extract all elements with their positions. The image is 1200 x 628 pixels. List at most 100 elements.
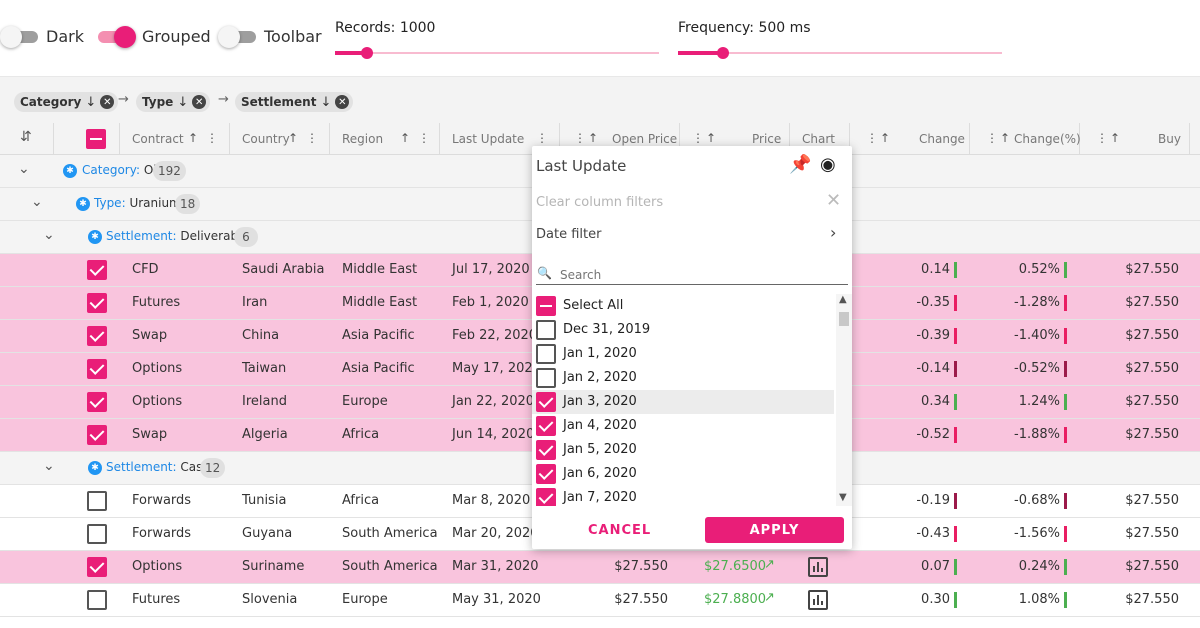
row-checkbox[interactable] bbox=[87, 425, 107, 445]
dark-toggle-knob[interactable] bbox=[0, 26, 22, 48]
frequency-slider-rail[interactable] bbox=[678, 52, 1002, 54]
row-checkbox[interactable] bbox=[87, 326, 107, 346]
collapse-all-header[interactable]: ⇵ bbox=[0, 123, 54, 155]
frequency-slider[interactable]: Frequency: 500 ms bbox=[678, 20, 1002, 59]
group-chip-category[interactable]: Category ↓ ✕ bbox=[14, 92, 119, 112]
chevron-right-icon[interactable]: › bbox=[830, 223, 837, 242]
scrollbar-thumb[interactable] bbox=[839, 312, 849, 326]
filter-list-scrollbar[interactable]: ▲ ▼ bbox=[836, 294, 852, 506]
header-change[interactable]: ⋮ ↑ Change bbox=[850, 123, 970, 155]
apply-button[interactable]: APPLY bbox=[705, 517, 844, 543]
scroll-up-icon[interactable]: ▲ bbox=[839, 294, 847, 305]
sort-up-icon[interactable]: ↑ bbox=[288, 131, 299, 145]
header-region[interactable]: Region ↑ ⋮ bbox=[330, 123, 440, 155]
toolbar-toggle-knob[interactable] bbox=[218, 26, 240, 48]
chevron-down-icon[interactable]: ⌄ bbox=[31, 194, 43, 210]
filter-item-checkbox[interactable] bbox=[536, 464, 556, 484]
sort-up-icon[interactable]: ↑ bbox=[706, 131, 717, 145]
chevron-down-icon[interactable]: ⌄ bbox=[43, 227, 55, 243]
clear-column-filters[interactable]: Clear column filters bbox=[536, 195, 664, 210]
row-checkbox[interactable] bbox=[87, 260, 107, 280]
column-menu-icon[interactable]: ⋮ bbox=[536, 131, 548, 145]
date-filter-menu-item[interactable]: Date filter bbox=[536, 227, 602, 242]
row-checkbox[interactable] bbox=[87, 359, 107, 379]
group-chip-type[interactable]: Type ↓ ✕ bbox=[136, 92, 211, 112]
row-checkbox[interactable] bbox=[87, 557, 107, 577]
table-row[interactable]: Futures Slovenia Europe May 31, 2020 $27… bbox=[0, 584, 1200, 617]
column-menu-icon[interactable]: ⋮ bbox=[866, 131, 878, 145]
sort-up-icon[interactable]: ↑ bbox=[1110, 131, 1121, 145]
column-menu-icon[interactable]: ⋮ bbox=[986, 131, 998, 145]
filter-item-checkbox[interactable] bbox=[536, 440, 556, 460]
records-slider[interactable]: Records: 1000 bbox=[335, 20, 659, 59]
column-menu-icon[interactable]: ⋮ bbox=[1096, 131, 1108, 145]
header-last-update[interactable]: Last Update ⋮ bbox=[440, 123, 560, 155]
header-contract[interactable]: Contract ↑ ⋮ bbox=[120, 123, 230, 155]
records-slider-thumb[interactable] bbox=[361, 47, 374, 59]
filter-item-checkbox[interactable] bbox=[536, 416, 556, 436]
column-menu-icon[interactable]: ⋮ bbox=[306, 131, 318, 145]
filter-item[interactable]: Jan 6, 2020 bbox=[532, 462, 834, 486]
hide-column-icon[interactable]: ◉ bbox=[820, 154, 836, 175]
cancel-button[interactable]: CANCEL bbox=[588, 523, 652, 538]
sort-up-icon[interactable]: ↑ bbox=[880, 131, 891, 145]
filter-item[interactable]: Jan 4, 2020 bbox=[532, 414, 834, 438]
filter-item-checkbox[interactable] bbox=[536, 344, 556, 364]
remove-icon[interactable]: ✕ bbox=[335, 95, 350, 109]
table-row[interactable]: Options Suriname South America Mar 31, 2… bbox=[0, 551, 1200, 584]
sort-up-icon[interactable]: ↑ bbox=[188, 131, 199, 145]
sort-down-icon[interactable]: ↓ bbox=[320, 94, 332, 110]
row-checkbox[interactable] bbox=[87, 491, 107, 511]
filter-item[interactable]: Jan 5, 2020 bbox=[532, 438, 834, 462]
chart-icon[interactable] bbox=[808, 557, 828, 577]
filter-item[interactable]: Dec 31, 2019 bbox=[532, 318, 834, 342]
column-menu-icon[interactable]: ⋮ bbox=[418, 131, 430, 145]
chart-icon[interactable] bbox=[808, 590, 828, 610]
select-all-checkbox[interactable] bbox=[86, 129, 106, 149]
scroll-down-icon[interactable]: ▼ bbox=[839, 492, 847, 503]
remove-icon[interactable]: ✕ bbox=[100, 95, 115, 109]
filter-search-input[interactable] bbox=[560, 268, 830, 282]
pin-icon[interactable]: 📌 bbox=[789, 154, 812, 175]
filter-item-checkbox[interactable] bbox=[536, 368, 556, 388]
row-checkbox[interactable] bbox=[87, 392, 107, 412]
select-all-header[interactable] bbox=[54, 123, 120, 155]
group-chip-settlement[interactable]: Settlement ↓ ✕ bbox=[235, 92, 354, 112]
header-chart[interactable]: Chart bbox=[790, 123, 850, 155]
chevron-down-icon[interactable]: ⌄ bbox=[18, 161, 30, 177]
frequency-slider-thumb[interactable] bbox=[717, 47, 730, 59]
header-country[interactable]: Country ↑ ⋮ bbox=[230, 123, 330, 155]
filter-item-checkbox[interactable] bbox=[536, 488, 556, 506]
row-checkbox[interactable] bbox=[87, 590, 107, 610]
chevron-down-icon[interactable]: ⌄ bbox=[43, 458, 55, 474]
column-menu-icon[interactable]: ⋮ bbox=[206, 131, 218, 145]
filter-item-label: Dec 31, 2019 bbox=[563, 322, 651, 337]
close-icon[interactable]: ✕ bbox=[826, 190, 842, 211]
sort-up-icon[interactable]: ↑ bbox=[400, 131, 411, 145]
records-slider-rail[interactable] bbox=[335, 52, 659, 54]
sort-down-icon[interactable]: ↓ bbox=[177, 94, 189, 110]
sort-up-icon[interactable]: ↑ bbox=[588, 131, 599, 145]
filter-item-checkbox[interactable] bbox=[536, 296, 556, 316]
grouped-toggle-knob[interactable] bbox=[114, 26, 136, 48]
filter-item[interactable]: Jan 7, 2020 bbox=[532, 486, 834, 506]
filter-item-checkbox[interactable] bbox=[536, 320, 556, 340]
header-price[interactable]: ⋮ ↑ Price bbox=[680, 123, 790, 155]
cell-contract: Futures bbox=[132, 592, 181, 607]
header-buy[interactable]: ⋮ ↑ Buy bbox=[1080, 123, 1190, 155]
sort-up-icon[interactable]: ↑ bbox=[1000, 131, 1011, 145]
header-change-pct[interactable]: ⋮ ↑ Change(%) bbox=[970, 123, 1081, 155]
column-menu-icon[interactable]: ⋮ bbox=[692, 131, 704, 145]
sort-down-icon[interactable]: ↓ bbox=[85, 94, 97, 110]
collapse-all-icon[interactable]: ⇵ bbox=[20, 129, 32, 145]
filter-item[interactable]: Jan 1, 2020 bbox=[532, 342, 834, 366]
column-menu-icon[interactable]: ⋮ bbox=[574, 131, 586, 145]
header-open-price[interactable]: ⋮ ↑ Open Price bbox=[560, 123, 680, 155]
row-checkbox[interactable] bbox=[87, 293, 107, 313]
filter-item[interactable]: Jan 2, 2020 bbox=[532, 366, 834, 390]
filter-item-checkbox[interactable] bbox=[536, 392, 556, 412]
filter-item[interactable]: Jan 3, 2020 bbox=[532, 390, 834, 414]
filter-item-select-all[interactable]: Select All bbox=[532, 294, 834, 318]
remove-icon[interactable]: ✕ bbox=[192, 95, 207, 109]
row-checkbox[interactable] bbox=[87, 524, 107, 544]
